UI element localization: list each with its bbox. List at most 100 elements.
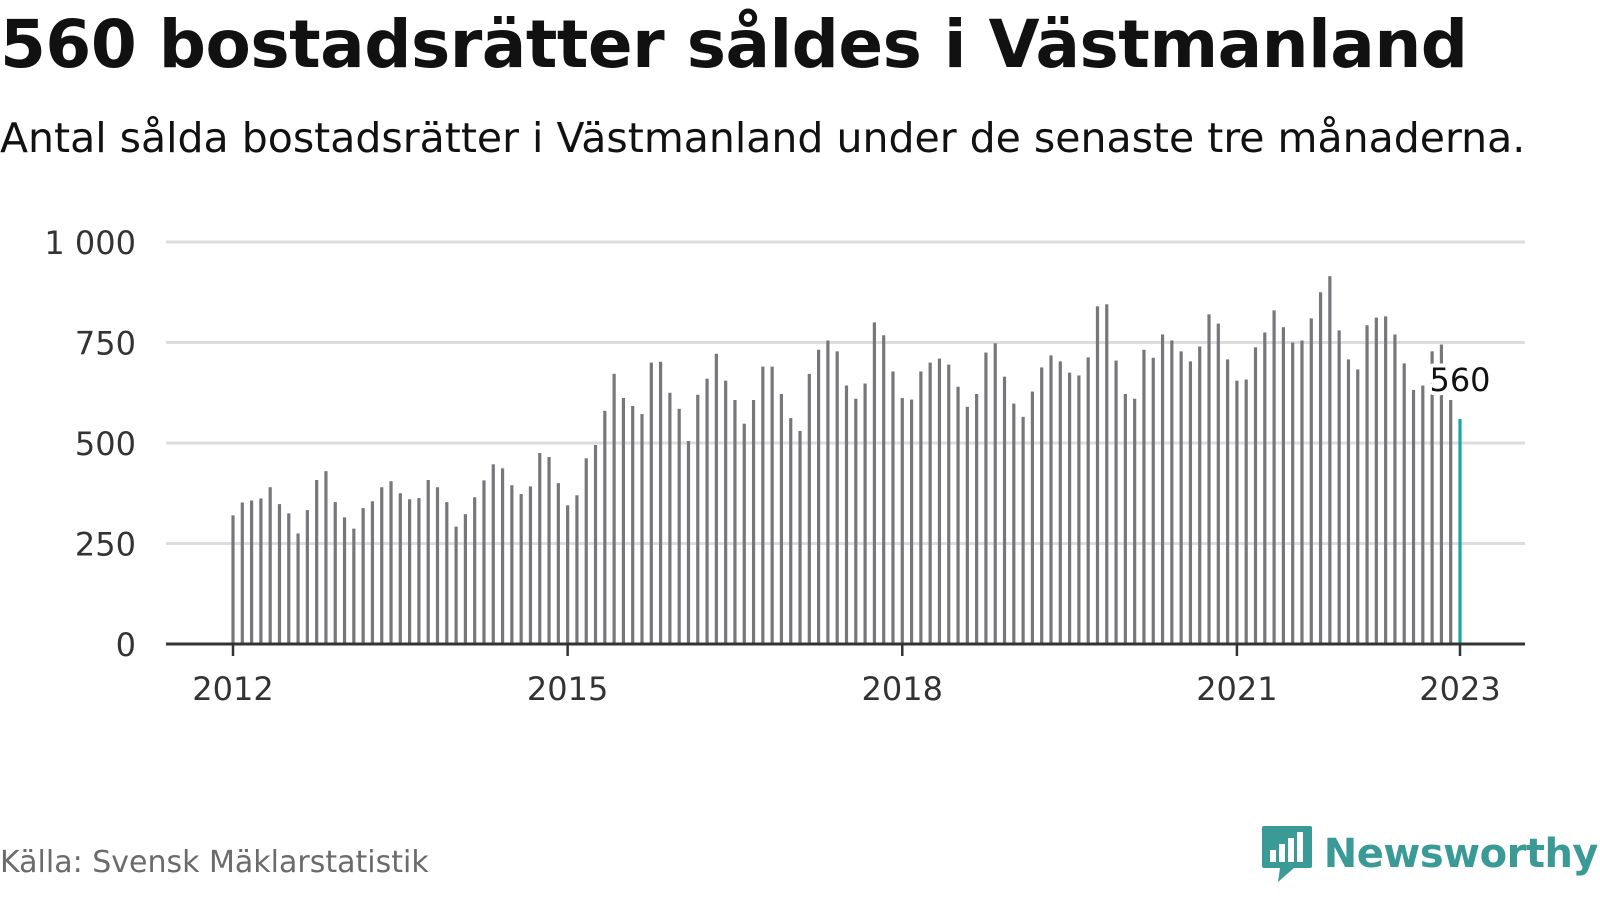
bar bbox=[473, 497, 477, 644]
bar bbox=[1040, 367, 1044, 644]
bar bbox=[724, 380, 728, 644]
bar bbox=[1160, 334, 1165, 644]
bar bbox=[649, 362, 653, 644]
bar bbox=[835, 351, 839, 644]
bar bbox=[817, 349, 821, 644]
y-tick-label: 750 bbox=[75, 325, 136, 363]
y-tick-label: 250 bbox=[75, 526, 136, 564]
brand[interactable]: Newsworthy bbox=[1260, 824, 1599, 884]
bar bbox=[547, 457, 551, 644]
x-tick-label: 2018 bbox=[862, 670, 943, 708]
bar bbox=[1430, 351, 1434, 644]
bar bbox=[1049, 355, 1053, 644]
bar bbox=[287, 513, 291, 644]
bar bbox=[705, 378, 709, 644]
bar bbox=[593, 445, 598, 644]
bar bbox=[1123, 393, 1127, 644]
y-tick-label: 500 bbox=[75, 425, 136, 463]
brand-name: Newsworthy bbox=[1323, 831, 1599, 877]
bar bbox=[826, 340, 830, 644]
bar bbox=[277, 504, 282, 644]
bar bbox=[1105, 304, 1109, 644]
bar bbox=[658, 361, 663, 644]
bar bbox=[1021, 416, 1025, 644]
chart-subtitle: Antal sålda bostadsrätter i Västmanland … bbox=[0, 114, 1526, 162]
bar bbox=[1095, 306, 1100, 644]
bar bbox=[1281, 327, 1285, 644]
bar bbox=[975, 393, 979, 644]
bar bbox=[333, 502, 337, 644]
bar bbox=[1030, 391, 1035, 644]
bar bbox=[389, 481, 393, 644]
x-tick-label: 2021 bbox=[1196, 670, 1277, 708]
bar bbox=[315, 479, 319, 644]
bar bbox=[761, 366, 765, 644]
bar bbox=[584, 458, 588, 644]
bar bbox=[268, 487, 272, 644]
bar bbox=[956, 386, 960, 644]
bar bbox=[1291, 342, 1295, 644]
bar bbox=[603, 410, 607, 644]
bar bbox=[1356, 369, 1360, 644]
value-label: 560 bbox=[1429, 361, 1490, 399]
bar bbox=[798, 430, 802, 644]
bar bbox=[1058, 361, 1062, 644]
bar bbox=[1170, 340, 1174, 644]
bar bbox=[528, 486, 533, 644]
bar bbox=[500, 468, 505, 644]
bar bbox=[686, 440, 691, 644]
bar bbox=[1337, 330, 1341, 644]
bar bbox=[854, 398, 858, 644]
bar bbox=[733, 399, 737, 644]
bar bbox=[1235, 380, 1239, 644]
bar bbox=[621, 397, 626, 644]
x-tick-label: 2015 bbox=[527, 670, 608, 708]
bar bbox=[1198, 346, 1202, 644]
bar bbox=[1133, 398, 1137, 644]
bar bbox=[770, 366, 774, 644]
bar bbox=[510, 485, 514, 644]
bar bbox=[426, 479, 430, 644]
bar bbox=[1077, 375, 1081, 644]
bar bbox=[1300, 340, 1304, 644]
bar bbox=[491, 464, 495, 644]
bar bbox=[231, 515, 235, 644]
bar bbox=[891, 371, 895, 644]
bar bbox=[454, 526, 458, 644]
highlighted-bar bbox=[1458, 418, 1462, 644]
bar bbox=[1002, 376, 1007, 644]
bar bbox=[1179, 351, 1183, 644]
bar bbox=[408, 499, 412, 644]
bar bbox=[677, 408, 681, 644]
bar bbox=[640, 414, 644, 644]
bar bbox=[900, 397, 904, 644]
bar bbox=[1253, 347, 1258, 644]
bar bbox=[296, 533, 300, 644]
bar bbox=[1114, 360, 1118, 644]
bar bbox=[370, 501, 375, 644]
bar bbox=[807, 373, 811, 644]
bar bbox=[1309, 318, 1313, 644]
bar bbox=[240, 502, 244, 644]
bar bbox=[538, 453, 542, 644]
bar bbox=[417, 498, 421, 644]
bar bbox=[1244, 379, 1248, 644]
bar bbox=[445, 502, 449, 644]
bar bbox=[612, 373, 616, 644]
bar bbox=[342, 517, 347, 644]
bar bbox=[1374, 317, 1378, 644]
bar bbox=[1318, 292, 1323, 644]
bar bbox=[965, 406, 969, 644]
bar bbox=[1346, 359, 1351, 644]
bar bbox=[259, 498, 263, 644]
bar bbox=[937, 358, 942, 644]
bar bbox=[1384, 316, 1388, 644]
bar bbox=[1207, 314, 1211, 644]
bar bbox=[1142, 349, 1146, 644]
bar bbox=[789, 418, 793, 644]
bar bbox=[668, 392, 672, 644]
bar bbox=[1421, 385, 1425, 644]
x-tick-label: 2023 bbox=[1419, 670, 1500, 708]
bar bbox=[984, 352, 988, 644]
bar bbox=[435, 487, 440, 644]
